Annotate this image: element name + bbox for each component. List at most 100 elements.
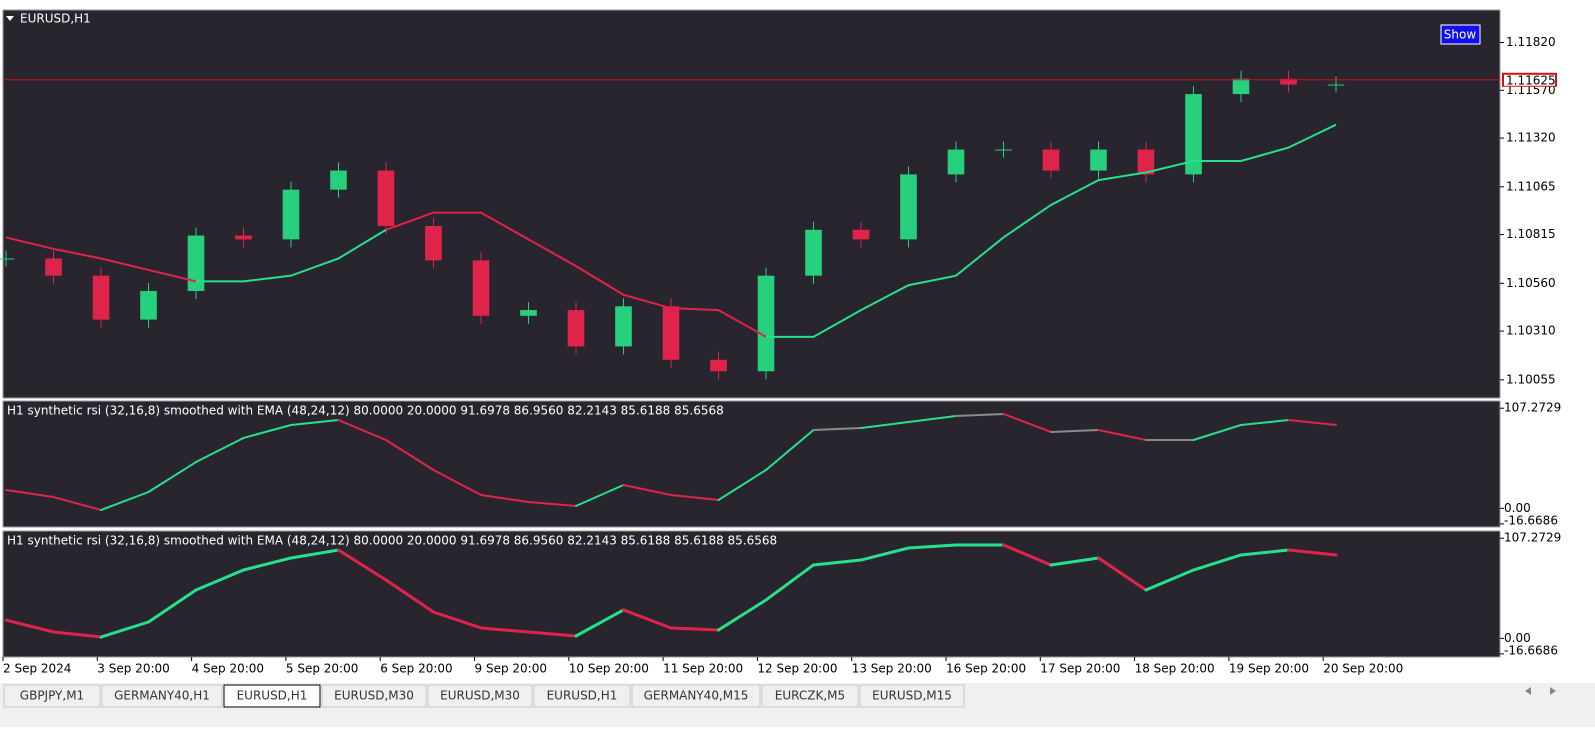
tab[interactable]	[533, 684, 631, 708]
tab[interactable]	[101, 684, 223, 708]
candle-body	[1090, 149, 1107, 171]
indicator-segment	[1002, 412, 1052, 433]
time-label: 6 Sep 20:00	[380, 662, 452, 676]
indicator-segment	[955, 412, 1005, 418]
show-button-label[interactable]: Show	[1444, 28, 1477, 42]
indicator-segment	[100, 491, 150, 512]
candle-body	[0, 258, 15, 260]
candle-body	[92, 275, 110, 320]
candle-body	[757, 275, 775, 372]
candle-body	[615, 306, 632, 347]
time-label: 11 Sep 20:00	[663, 662, 743, 676]
indicator-segment	[1049, 556, 1100, 567]
indicator-segment	[337, 419, 387, 442]
collapse-arrow[interactable]	[6, 16, 14, 21]
tab-label[interactable]: EURUSD,H1	[237, 689, 308, 703]
indicator-segment	[527, 500, 577, 507]
tab[interactable]	[761, 684, 859, 708]
indicator-segment	[527, 630, 578, 638]
candle-body	[187, 235, 205, 291]
indicator-axis-label: 107.2729	[1504, 401, 1561, 415]
tab-label[interactable]: EURCZK,M5	[775, 689, 845, 703]
candle-body	[852, 229, 870, 240]
candle-body	[947, 149, 965, 175]
indicator-panel	[2, 400, 1501, 528]
indicator-segment	[384, 578, 435, 614]
tab-label[interactable]: GERMANY40,H1	[114, 689, 210, 703]
indicator-segment	[860, 421, 910, 429]
stop-line	[196, 123, 1337, 338]
indicator-segment	[812, 426, 862, 432]
indicator-segment	[432, 468, 482, 496]
indicator-segment	[52, 630, 103, 639]
time-label: 13 Sep 20:00	[852, 662, 932, 676]
indicator-segment	[1239, 548, 1290, 557]
candle-body	[140, 290, 157, 320]
tab[interactable]	[427, 684, 533, 708]
indicator-segment	[907, 543, 958, 550]
tab-label[interactable]: GBPJPY,M1	[20, 689, 84, 703]
scroll-left[interactable]	[1525, 687, 1531, 695]
price-label: 1.10310	[1506, 324, 1556, 338]
candle-body	[1042, 149, 1060, 171]
indicator-segment	[432, 610, 483, 630]
indicator-segment	[4, 618, 55, 634]
tab[interactable]	[859, 684, 965, 708]
indicator-segment	[622, 608, 673, 630]
indicator-segment	[479, 626, 530, 634]
tab[interactable]	[321, 684, 427, 708]
indicator-segment	[670, 493, 720, 502]
candle-body	[900, 174, 917, 240]
indicator-segment	[290, 419, 340, 426]
candle-body	[377, 170, 395, 226]
candle-body	[1232, 78, 1250, 95]
time-label: 2 Sep 2024	[3, 662, 71, 676]
time-label: 4 Sep 20:00	[192, 662, 264, 676]
candle-body	[45, 258, 62, 276]
tab-label[interactable]: EURUSD,M30	[334, 689, 414, 703]
candle-body	[1327, 84, 1345, 86]
candle-body	[805, 229, 822, 276]
candle-body	[710, 359, 727, 372]
current-price-label: 1.11625	[1506, 73, 1556, 87]
indicator-segment	[1050, 429, 1100, 433]
time-label: 10 Sep 20:00	[569, 662, 649, 676]
price-label: 1.11820	[1506, 35, 1556, 49]
indicator-segment	[717, 468, 767, 502]
candle-body	[662, 306, 680, 360]
candle-body	[1280, 78, 1297, 85]
indicator-segment	[1287, 548, 1338, 557]
indicator-axis-label: -16.6686	[1504, 514, 1558, 528]
tab[interactable]	[223, 684, 321, 708]
show-button[interactable]	[1440, 24, 1481, 45]
price-label: 1.10815	[1506, 227, 1556, 241]
tab-label[interactable]: EURUSD,M15	[872, 689, 952, 703]
stop-line	[5, 211, 767, 338]
price-label: 1.11065	[1506, 179, 1556, 193]
tab-label[interactable]: EURUSD,M30	[440, 689, 520, 703]
indicator-segment	[1144, 568, 1195, 592]
tab-label[interactable]: GERMANY40,M15	[644, 689, 749, 703]
indicator-segment	[480, 493, 530, 503]
time-label: 5 Sep 20:00	[286, 662, 358, 676]
time-label: 17 Sep 20:00	[1040, 662, 1120, 676]
tab[interactable]	[3, 684, 101, 708]
indicator-axis-label: 107.2729	[1504, 531, 1561, 545]
indicator-segment	[907, 415, 957, 423]
indicator-segment	[1097, 556, 1148, 592]
tab[interactable]	[631, 684, 761, 708]
candle-body	[520, 310, 537, 316]
scroll-right[interactable]	[1550, 687, 1556, 695]
indicator-segment	[622, 484, 672, 496]
indicator-segment	[1192, 423, 1242, 442]
indicator-segment	[147, 588, 198, 624]
candle-body	[282, 189, 300, 240]
indicator-axis-label: 0.00	[1504, 501, 1531, 515]
indicator-segment	[242, 556, 293, 572]
indicator-segment	[1287, 419, 1337, 426]
tab-label[interactable]: EURUSD,H1	[547, 689, 618, 703]
indicator-segment	[1002, 543, 1053, 567]
indicator-axis-label: 0.00	[1504, 631, 1531, 645]
indicator-axis-label: -16.6686	[1504, 644, 1558, 658]
